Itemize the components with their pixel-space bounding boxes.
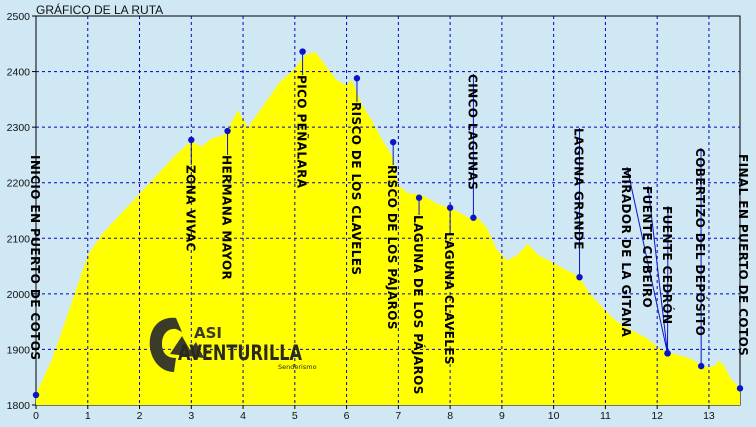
x-tick-label: 9 bbox=[499, 410, 505, 422]
waypoint-label: CINCO LAGUNAS bbox=[465, 74, 479, 190]
y-tick-label: 1900 bbox=[7, 344, 31, 356]
logo-line1: ASI bbox=[194, 324, 222, 342]
waypoint-label: LAGUNA CLAVELES bbox=[442, 232, 456, 365]
x-tick-label: 5 bbox=[292, 410, 298, 422]
logo-mark-icon bbox=[149, 317, 182, 372]
waypoint-marker bbox=[697, 362, 705, 370]
waypoint-label: LAGUNA GRANDE bbox=[572, 128, 586, 250]
waypoint-marker bbox=[32, 391, 40, 399]
waypoint-marker bbox=[299, 48, 306, 55]
waypoint-label: ZONA VIVAC bbox=[183, 165, 197, 252]
waypoint-marker bbox=[188, 136, 195, 144]
y-axis-ticks: 1800 1900 2000 2100 2200 2300 2400 2500 bbox=[7, 11, 36, 412]
y-tick-label: 1800 bbox=[7, 400, 31, 412]
x-tick-label: 1 bbox=[85, 410, 91, 422]
waypoint-marker bbox=[446, 204, 454, 211]
waypoint-leader bbox=[647, 185, 669, 354]
elevation-area bbox=[36, 52, 740, 405]
x-tick-label: 12 bbox=[651, 410, 663, 422]
waypoint-leader bbox=[626, 166, 669, 354]
waypoint-label: FUENTE CEDRÓN bbox=[660, 206, 675, 324]
logo-peak-icon bbox=[170, 336, 204, 358]
x-tick-label: 8 bbox=[447, 410, 453, 422]
waypoint-label: HERMANA MAYOR bbox=[220, 155, 234, 280]
y-tick-label: 2100 bbox=[7, 233, 31, 245]
y-tick-label: 2300 bbox=[7, 122, 31, 134]
waypoint-marker bbox=[664, 350, 671, 357]
waypoint-label: FUENTE CUBEIRO bbox=[640, 186, 654, 308]
logo-line2: AVENTURILLA bbox=[178, 341, 303, 365]
logo-sub: Senderismo bbox=[278, 363, 317, 371]
x-tick-label: 6 bbox=[344, 410, 350, 422]
y-tick-label: 2200 bbox=[7, 178, 31, 190]
waypoint-label: PICO PEÑALARA bbox=[295, 75, 310, 189]
x-tick-label: 13 bbox=[703, 410, 715, 422]
waypoint-label: RISCO DE LOS CLAVELES bbox=[349, 102, 363, 275]
x-axis-ticks: 0 1 2 3 4 5 6 7 8 9 10 11 12 13 bbox=[33, 405, 715, 422]
waypoint-marker bbox=[576, 273, 583, 281]
x-tick-label: 7 bbox=[395, 410, 401, 422]
y-tick-label: 2000 bbox=[7, 289, 31, 301]
waypoint-label: RISCO DE LOS PÁJAROS bbox=[385, 165, 400, 330]
y-tick-label: 2500 bbox=[7, 11, 31, 23]
waypoint-label: INICIO EN PUERTO DE COTOS bbox=[28, 155, 42, 360]
chart-title: GRÁFICO DE LA RUTA bbox=[36, 2, 163, 17]
waypoint-label: LAGUNA DE LOS PÁJAROS bbox=[411, 215, 426, 395]
waypoint-marker bbox=[736, 385, 744, 392]
x-tick-label: 11 bbox=[600, 410, 611, 422]
waypoint-marker bbox=[470, 214, 477, 221]
y-tick-label: 2400 bbox=[7, 67, 31, 79]
x-tick-label: 3 bbox=[188, 410, 194, 422]
waypoints: INICIO EN PUERTO DE COTOS ZONA VIVAC HERMA… bbox=[28, 48, 750, 399]
waypoint-marker bbox=[224, 127, 231, 135]
waypoint-label: MIRADOR DE LA GITANA bbox=[619, 167, 633, 337]
waypoint-marker bbox=[389, 138, 397, 146]
x-tick-label: 10 bbox=[548, 410, 560, 422]
waypoint-marker bbox=[353, 75, 361, 82]
waypoint-label: FINAL EN PUERTO DE COTOS bbox=[736, 154, 750, 356]
waypoint-label: COBERTIZO DEL DEPÓSITO bbox=[693, 148, 708, 336]
x-tick-label: 0 bbox=[33, 410, 39, 422]
grid bbox=[36, 16, 740, 405]
x-tick-label: 2 bbox=[137, 410, 143, 422]
x-tick-label: 4 bbox=[240, 410, 246, 422]
logo: ASI AVENTURILLA Senderismo bbox=[149, 317, 317, 372]
waypoint-marker bbox=[415, 194, 423, 201]
